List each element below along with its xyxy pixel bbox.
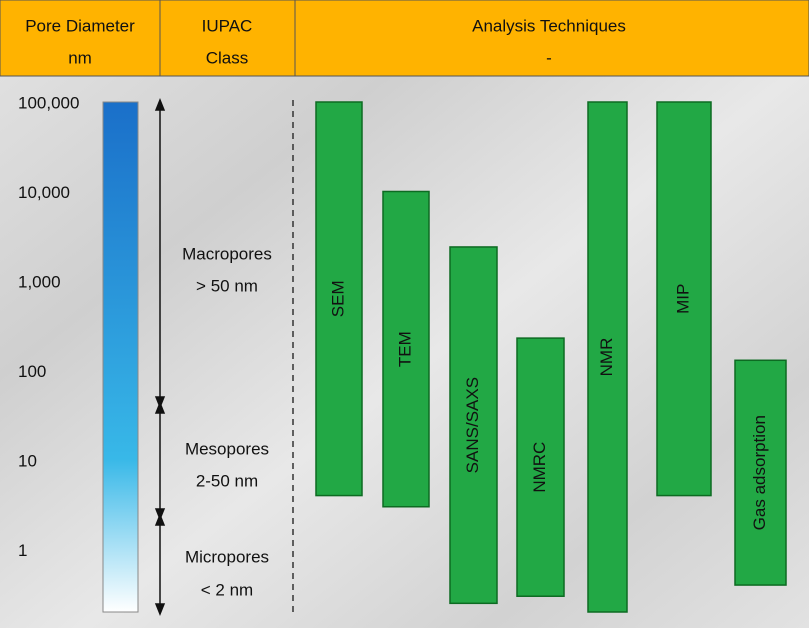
y-tick-label: 10 [18, 451, 37, 470]
header-text: - [546, 48, 552, 67]
technique-bar [734, 359, 787, 586]
y-tick-label: 10,000 [18, 183, 70, 202]
technique-label: TEM [395, 331, 414, 367]
y-tick-label: 1,000 [18, 272, 61, 291]
class-name: Micropores [185, 547, 269, 566]
class-arrows [154, 97, 166, 617]
technique-label: MIP [673, 284, 692, 314]
technique-label: Gas adsorption [750, 415, 769, 530]
y-tick-label: 1 [18, 541, 27, 560]
technique-label: SANS/SAXS [463, 377, 482, 473]
class-name: Mesopores [185, 439, 269, 458]
header-text: Analysis Techniques [472, 16, 626, 35]
technique-bar [382, 190, 430, 508]
header-text: IUPAC [202, 16, 253, 35]
technique-label: NMR [597, 338, 616, 377]
technique-bar [587, 101, 628, 613]
technique-label: NMRC [530, 442, 549, 493]
header [0, 0, 809, 77]
technique-label: SEM [328, 280, 347, 317]
class-name: Macropores [182, 244, 272, 263]
technique-bar [315, 101, 363, 497]
class-range: > 50 nm [196, 276, 258, 295]
technique-bar [449, 246, 498, 605]
header-text: nm [68, 48, 92, 67]
class-range: 2-50 nm [196, 471, 258, 490]
technique-bar [656, 101, 712, 497]
y-tick-label: 100 [18, 362, 46, 381]
technique-bar [516, 337, 565, 597]
y-tick-label: 100,000 [18, 93, 79, 112]
header-text: Class [206, 48, 249, 67]
class-range: < 2 nm [201, 580, 253, 599]
header-text: Pore Diameter [25, 16, 135, 35]
scale-bar [102, 101, 139, 613]
